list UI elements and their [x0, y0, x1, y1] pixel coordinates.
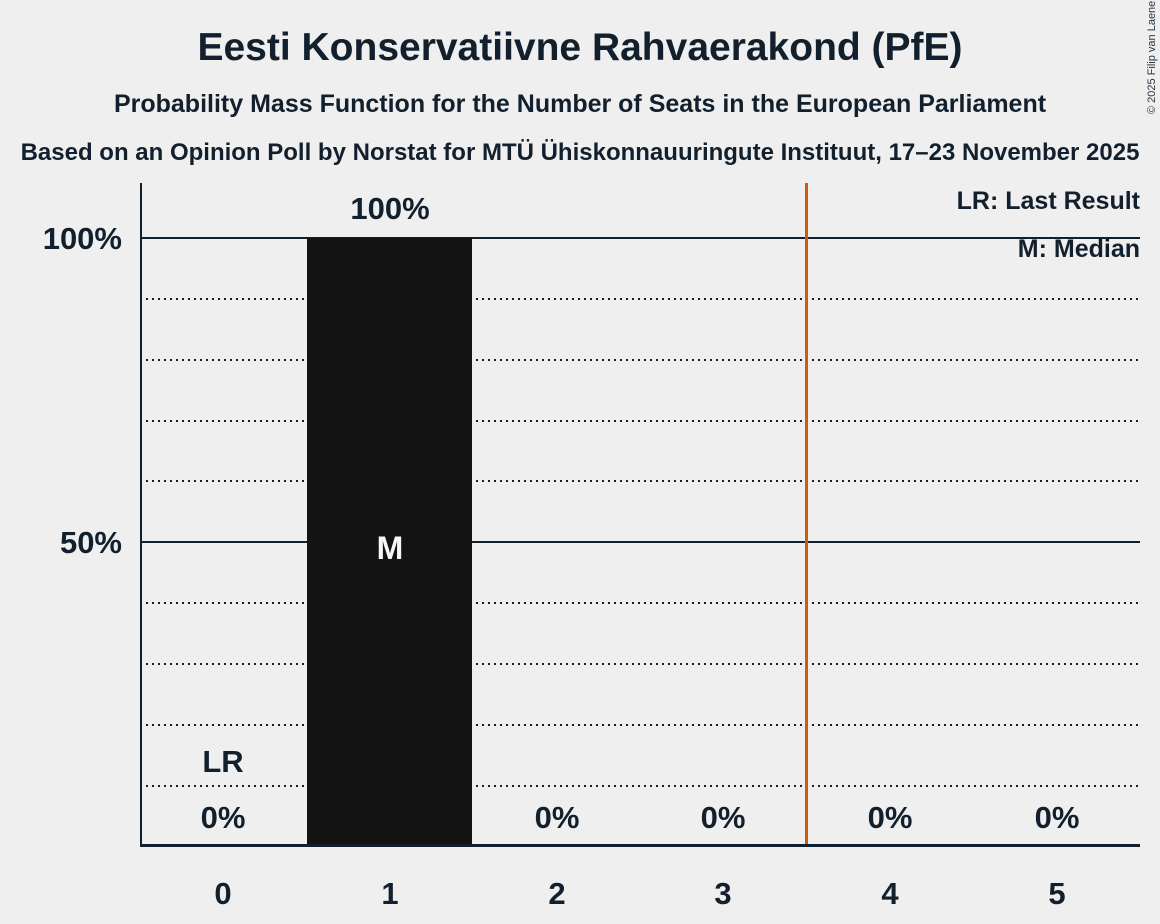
plot-area: 100% M LR 0% 0% 0% 0% 0% — [140, 183, 1140, 847]
copyright-note: © 2025 Filip van Laenen — [1146, 0, 1158, 114]
chart-title: Eesti Konservatiivne Rahvaerakond (PfE) — [197, 26, 963, 69]
bar-value-label-4: 0% — [867, 800, 913, 835]
x-axis-label-2: 2 — [548, 876, 566, 911]
median-marker: M — [376, 530, 404, 566]
legend-last-result: LR: Last Result — [956, 187, 1140, 215]
x-axis-label-0: 0 — [214, 876, 232, 911]
gridline-50pct — [140, 541, 1140, 543]
bar-value-label-5: 0% — [1034, 800, 1080, 835]
bar-value-label-1: 100% — [350, 191, 430, 226]
x-axis-line — [140, 844, 1140, 847]
bar-1-seat — [307, 238, 472, 847]
gridline-80pct — [140, 359, 1140, 361]
threshold-line — [805, 183, 808, 844]
gridline-40pct — [140, 602, 1140, 604]
gridline-30pct — [140, 663, 1140, 665]
y-axis-line — [140, 183, 142, 847]
chart-source-line: Based on an Opinion Poll by Norstat for … — [20, 139, 1140, 166]
gridline-20pct — [140, 724, 1140, 726]
y-axis-label-50: 50% — [59, 525, 122, 560]
x-axis-label-3: 3 — [714, 876, 732, 911]
last-result-marker: LR — [202, 744, 244, 779]
gridline-70pct — [140, 420, 1140, 422]
x-axis-label-5: 5 — [1048, 876, 1066, 911]
x-axis-label-1: 1 — [381, 876, 399, 911]
gridline-100pct — [140, 237, 1140, 239]
bar-value-label-3: 0% — [700, 800, 746, 835]
chart-subtitle: Probability Mass Function for the Number… — [113, 90, 1047, 118]
x-axis-label-4: 4 — [881, 876, 899, 911]
y-axis-label-100: 100% — [42, 221, 122, 256]
bar-value-label-0: 0% — [200, 800, 246, 835]
gridline-90pct — [140, 298, 1140, 300]
gridline-10pct — [140, 785, 1140, 787]
legend-median: M: Median — [1017, 235, 1140, 263]
gridline-60pct — [140, 480, 1140, 482]
bar-value-label-2: 0% — [534, 800, 580, 835]
